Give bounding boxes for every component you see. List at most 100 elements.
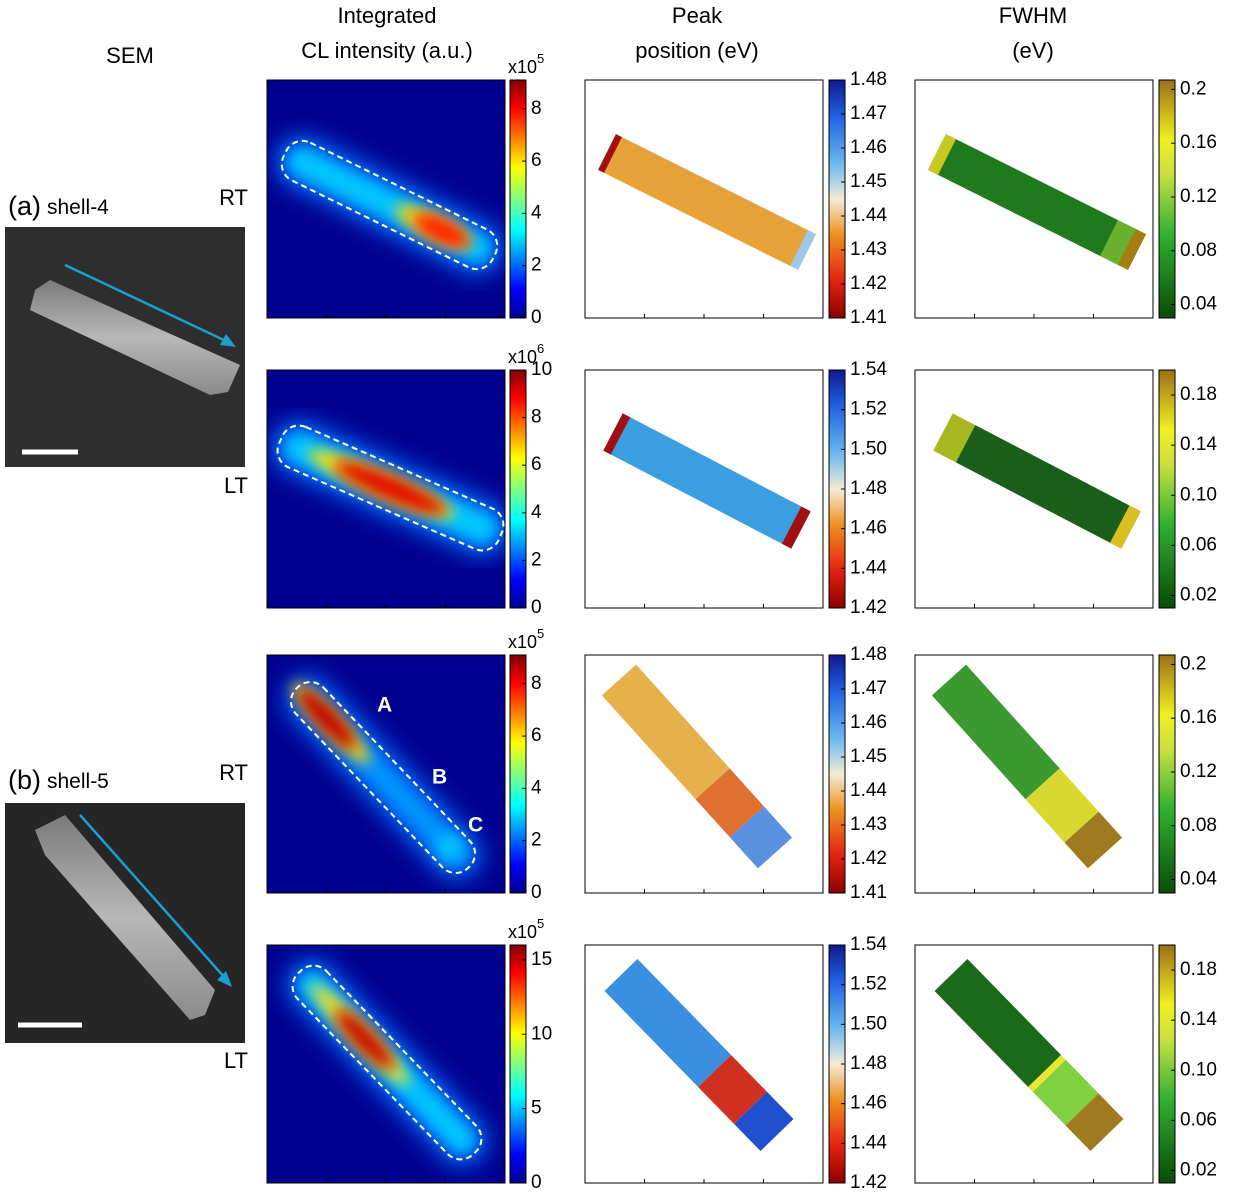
sem-panel-a: (a)shell-4 (5, 191, 245, 467)
sample-label: (a)shell-4 (8, 191, 109, 221)
colorbar-tick-label: 1.48 (850, 478, 887, 499)
multiplier-exponent: 5 (537, 626, 544, 641)
colorbar-tick-label: 4 (531, 502, 542, 523)
map-segment (715, 1071, 751, 1108)
colorbar-tick-label: 1.48 (850, 69, 887, 90)
sem-header: SEM (106, 43, 154, 68)
map-segment (1045, 1071, 1050, 1076)
figure: SEM Integrated CL intensity (a.u.) Peak … (0, 0, 1250, 1199)
multiplier-exponent: 6 (537, 341, 544, 356)
multiplier-base: x10 (508, 57, 537, 77)
colorbar-tick-label: 1.44 (850, 780, 887, 801)
map-segment (1127, 247, 1137, 252)
colorbar-tick-label: 0.10 (1180, 484, 1217, 505)
colorbar-tick-label: 0.12 (1180, 761, 1217, 782)
map-segment (613, 432, 621, 436)
colorbar-tick-label: 8 (531, 673, 542, 694)
map-segment (1120, 524, 1131, 530)
map-segment (792, 525, 801, 530)
colorbar-tick-label: 0.2 (1180, 78, 1206, 99)
map-segment (1043, 784, 1082, 827)
colorbar-tick-label: 1.46 (850, 137, 887, 158)
cl-header: Integrated (337, 3, 436, 28)
colorbar-tick-label: 0.02 (1180, 584, 1217, 605)
colorbar-tick-label: 5 (531, 1098, 542, 1119)
colorbar-tick-label: 4 (531, 777, 542, 798)
colorbar-tick-label: 0.18 (1180, 959, 1217, 980)
colorbar-tick-label: 0.12 (1180, 186, 1217, 207)
colorbar (829, 655, 845, 893)
cl-map (267, 655, 505, 893)
colorbar-tick-label: 0 (531, 597, 542, 618)
colorbar-tick-label: 1.47 (850, 678, 887, 699)
colorbar-tick-label: 1.45 (850, 171, 887, 192)
colorbar-tick-label: 6 (531, 454, 542, 475)
cl-map (267, 945, 505, 1183)
fwhm-header: FWHM (999, 3, 1067, 28)
colorbar-tick-label: 1.50 (850, 1013, 887, 1034)
cl-header: CL intensity (a.u.) (301, 38, 473, 63)
colorbar-tick-label: 1.52 (850, 974, 887, 995)
colorbar-tick-label: 1.54 (850, 934, 887, 955)
column-headers: SEM Integrated CL intensity (a.u.) Peak … (106, 3, 1067, 68)
colorbar (829, 80, 845, 318)
map-segment (937, 152, 947, 157)
colorbar-tick-label: 2 (531, 549, 542, 570)
colorbar-tick-label: 1.52 (850, 399, 887, 420)
colorbar-tick-label: 1.50 (850, 438, 887, 459)
colorbar-tick-label: 1.48 (850, 644, 887, 665)
colorbar-tick-label: 1.43 (850, 239, 887, 260)
cl-map (267, 370, 509, 608)
map-segment (750, 1108, 777, 1135)
colorbar-multiplier: x105 (508, 916, 544, 941)
colorbar-tick-label: 8 (531, 98, 542, 119)
colorbar-tick-label: 0.14 (1180, 1009, 1217, 1030)
hotspot (436, 833, 464, 861)
colorbar-multiplier: x105 (508, 51, 544, 76)
colorbar-tick-label: 0.04 (1180, 869, 1217, 890)
colorbar (510, 80, 526, 318)
map-segment (1082, 1109, 1107, 1135)
colorbar-tick-label: 1.41 (850, 307, 887, 328)
colorbar-tick-label: 1.46 (850, 518, 887, 539)
colorbar-tick-label: 0.18 (1180, 384, 1217, 405)
annotation: C (468, 814, 483, 837)
colorbar-tick-label: 4 (531, 202, 542, 223)
peak-header: Peak (672, 3, 723, 28)
colorbar-tick-label: 1.46 (850, 1093, 887, 1114)
map-segment (607, 152, 613, 155)
colorbar (1159, 655, 1175, 893)
colorbar-tick-label: 1.48 (850, 1053, 887, 1074)
colorbar-tick-label: 8 (531, 407, 542, 428)
colorbar-tick-label: 0.04 (1180, 294, 1217, 315)
map-segment (799, 248, 807, 252)
map-row: RT02468x1051.411.421.431.441.451.461.471… (219, 626, 1217, 903)
colorbar-tick-label: 1.44 (850, 1132, 887, 1153)
map-segment (1082, 827, 1105, 853)
condition-label: RT (219, 185, 248, 210)
map-segment (747, 822, 775, 853)
colorbar (510, 370, 526, 608)
condition-label: LT (224, 473, 248, 498)
sem-panel-b: (b)shell-5 (5, 765, 245, 1043)
multiplier-base: x10 (508, 922, 537, 942)
colorbar (1159, 80, 1175, 318)
map-row: LT051015x1051.421.441.461.481.501.521.54… (224, 916, 1217, 1193)
colorbar-tick-label: 1.42 (850, 1172, 887, 1193)
colorbar-tick-label: 10 (531, 1023, 552, 1044)
colorbar-tick-label: 0.08 (1180, 815, 1217, 836)
fwhm-header: (eV) (1012, 38, 1054, 63)
cl-map (267, 80, 505, 318)
colorbar-tick-label: 0.02 (1180, 1159, 1217, 1180)
colorbar-tick-label: 1.42 (850, 597, 887, 618)
map-segment (1049, 1076, 1082, 1110)
colorbar (1159, 945, 1175, 1183)
multiplier-exponent: 5 (537, 51, 544, 66)
colorbar-tick-label: 1.44 (850, 557, 887, 578)
colorbar-tick-label: 0.06 (1180, 534, 1217, 555)
colorbar (510, 945, 526, 1183)
map-segment (713, 784, 747, 822)
colorbar-tick-label: 0.14 (1180, 434, 1217, 455)
colorbar-tick-label: 0 (531, 1172, 542, 1193)
colorbar (1159, 370, 1175, 608)
